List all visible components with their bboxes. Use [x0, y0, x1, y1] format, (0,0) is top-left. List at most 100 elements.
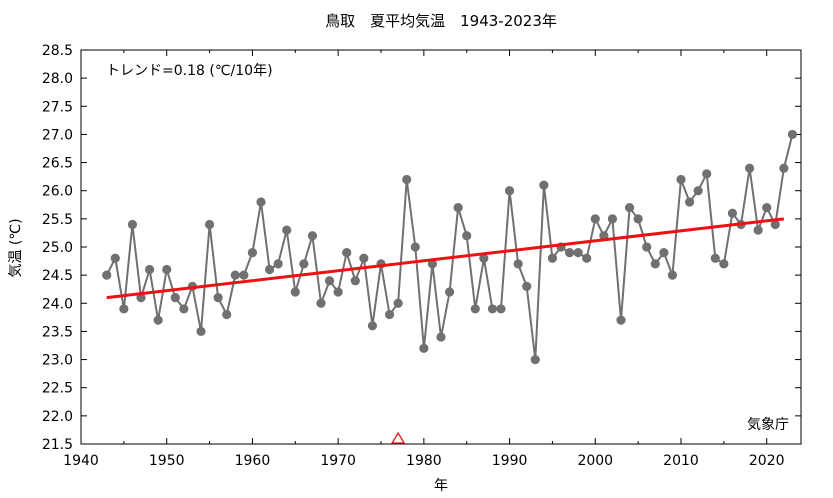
y-tick-label: 22.5: [42, 381, 73, 397]
y-tick-label: 24.5: [42, 268, 73, 284]
data-point: [273, 259, 283, 269]
data-point: [324, 276, 335, 286]
data-point: [624, 203, 635, 213]
x-tick-label: 1950: [149, 453, 185, 469]
data-point: [453, 203, 463, 213]
data-point: [264, 264, 275, 275]
data-point: [384, 309, 395, 320]
x-axis: 1940 1950 1960 1970 1980 1990 2000 2010 2020: [63, 50, 785, 469]
data-point: [247, 248, 258, 258]
y-tick-label: 25.5: [42, 212, 73, 228]
x-tick-label: 1940: [63, 453, 99, 469]
data-point: [299, 259, 309, 269]
y-tick-label: 23.5: [42, 324, 73, 340]
source-label: 気象庁: [747, 417, 789, 433]
data-point: [650, 259, 660, 269]
data-point: [393, 298, 403, 308]
y-axis: 21.5 22.0 22.5 23.0 23.5 24.0 24.5 25.0 25.5 26.0…: [42, 43, 801, 453]
y-tick-label: 26.0: [42, 184, 73, 200]
station-change-marker: [390, 431, 406, 444]
data-point: [693, 186, 703, 196]
chart-title: 鳥取 夏平均気温 1943-2023年: [325, 12, 557, 30]
data-point: [213, 293, 223, 303]
data-point: [590, 214, 600, 224]
data-point: [633, 214, 643, 224]
data-point: [367, 321, 378, 331]
data-point: [779, 163, 789, 173]
plot-border: [80, 49, 802, 445]
data-point: [290, 287, 300, 297]
x-tick-label: 2020: [749, 453, 785, 469]
x-tick-label: 1960: [235, 453, 271, 469]
trend-segment: [106, 217, 785, 300]
data-point: [770, 219, 780, 230]
data-point: [436, 332, 446, 342]
y-tick-label: 27.5: [42, 99, 73, 115]
data-point: [522, 281, 532, 291]
data-point: [573, 248, 583, 258]
data-point: [444, 287, 455, 297]
x-tick-label: 1970: [320, 453, 356, 469]
y-tick-label: 26.5: [42, 156, 73, 172]
data-point: [179, 304, 189, 314]
y-axis-label: 気温 (℃): [8, 218, 24, 277]
x-tick-label: 1980: [406, 453, 442, 469]
y-tick-label: 28.0: [42, 71, 73, 87]
data-point: [230, 270, 240, 280]
data-point: [316, 298, 326, 308]
data-point: [727, 208, 738, 218]
data-point: [582, 253, 592, 263]
data-point: [642, 242, 652, 252]
y-tick-label: 25.0: [42, 240, 73, 256]
data-point: [684, 197, 695, 207]
data-point: [282, 225, 292, 235]
data-point: [162, 264, 172, 275]
data-point: [513, 259, 523, 269]
data-point: [547, 253, 558, 263]
y-tick-label: 23.0: [42, 353, 73, 369]
data-point: [333, 287, 343, 297]
data-point: [719, 259, 729, 269]
data-point: [239, 270, 249, 280]
data-point: [762, 203, 772, 213]
data-point: [787, 129, 798, 140]
data-point: [119, 304, 129, 314]
y-tick-label: 24.0: [42, 296, 73, 312]
data-point: [487, 304, 498, 314]
data-point: [470, 304, 480, 314]
data-point: [153, 315, 163, 325]
series-path: [105, 134, 794, 360]
data-point: [496, 304, 506, 314]
data-point: [702, 169, 712, 179]
data-point: [402, 174, 412, 185]
x-axis-label: 年: [434, 478, 448, 494]
data-point: [462, 231, 472, 241]
x-tick-label: 2010: [663, 453, 699, 469]
y-tick-label: 22.0: [42, 409, 73, 425]
y-tick-label: 21.5: [42, 437, 73, 453]
data-point: [667, 270, 678, 280]
data-point: [102, 270, 112, 280]
data-point: [196, 326, 206, 337]
data-point: [110, 253, 120, 263]
data-point: [504, 186, 515, 196]
data-point: [427, 259, 438, 269]
data-point: [419, 343, 429, 353]
data-point: [539, 180, 549, 190]
data-point: [350, 276, 360, 286]
data-point: [342, 248, 352, 258]
data-point: [256, 197, 266, 207]
data-point: [710, 253, 720, 263]
data-point: [676, 174, 686, 185]
data-point: [564, 248, 575, 258]
data-point: [744, 163, 755, 173]
data-point: [607, 214, 618, 224]
marker-triangle: [390, 431, 406, 444]
data-point: [479, 253, 489, 263]
x-tick-label: 1990: [492, 453, 528, 469]
x-tick-label: 2000: [577, 453, 613, 469]
series-line: [102, 129, 798, 365]
data-point: [307, 231, 318, 241]
data-point: [127, 219, 138, 230]
